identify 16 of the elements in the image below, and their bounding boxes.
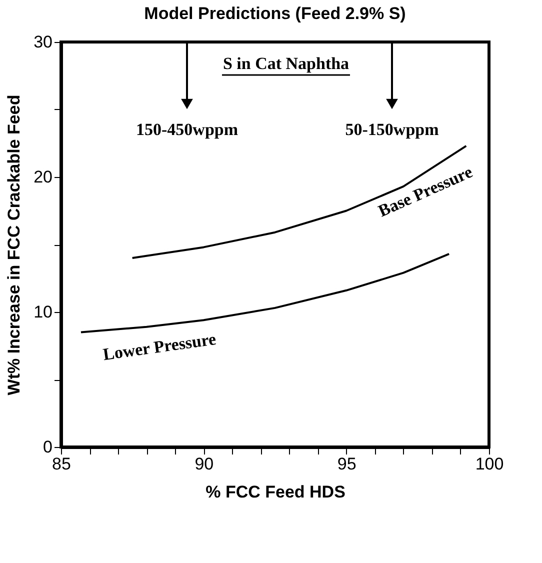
x-tick-label: 100 bbox=[475, 454, 504, 474]
chart-title: Model Predictions (Feed 2.9% S) bbox=[144, 4, 406, 23]
y-tick-label: 0 bbox=[43, 438, 52, 456]
y-tick-label: 20 bbox=[34, 168, 52, 186]
y-tick-label: 30 bbox=[34, 32, 52, 52]
x-tick-label: 85 bbox=[52, 454, 71, 474]
y-axis-title: Wt% Increase in FCC Crackable Feed bbox=[4, 94, 24, 396]
line-series bbox=[80, 252, 450, 334]
y-tick-label: 10 bbox=[34, 302, 52, 322]
text: Lower Pressure bbox=[102, 329, 218, 364]
annotation: 50-150wppm bbox=[345, 120, 439, 139]
annotation: 150-450wppm bbox=[136, 120, 238, 139]
x-tick-label: 90 bbox=[194, 454, 214, 474]
annotation: S in Cat Naphtha bbox=[222, 54, 350, 73]
x-axis-title: % FCC Feed HDS bbox=[206, 482, 346, 502]
x-tick-label: 95 bbox=[337, 454, 356, 474]
